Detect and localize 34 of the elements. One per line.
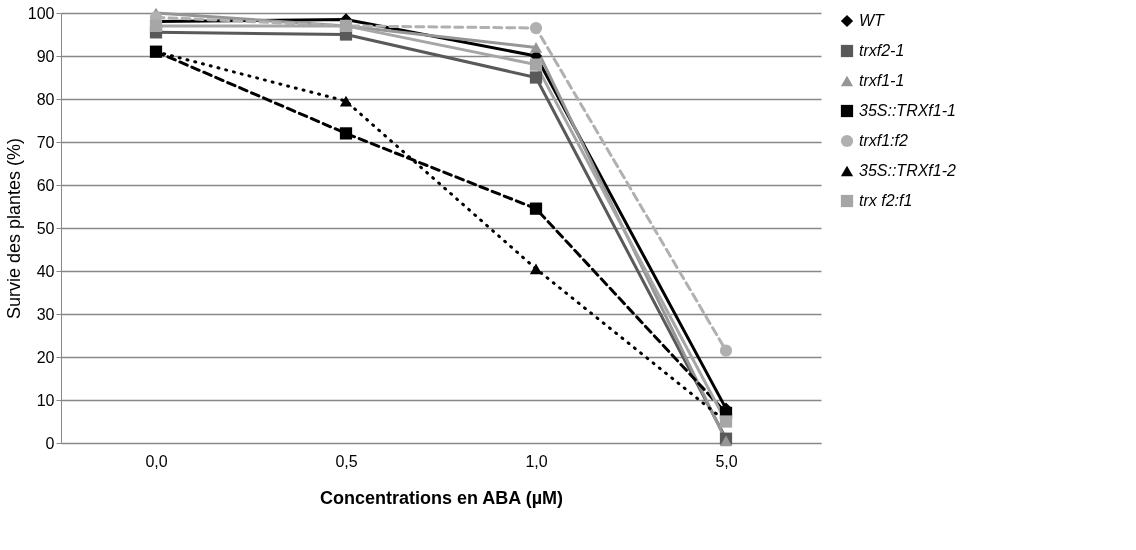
y-tick-label: 30 bbox=[36, 305, 55, 323]
x-tick-label: 0,5 bbox=[335, 452, 358, 470]
point bbox=[529, 71, 543, 84]
y-tick-label: 100 bbox=[27, 4, 55, 22]
point bbox=[339, 95, 353, 107]
y-tick-label: 40 bbox=[36, 262, 55, 280]
point bbox=[529, 21, 543, 35]
legend-label: 35S::TRXf1-1 bbox=[859, 102, 956, 119]
y-tick-label: 90 bbox=[36, 47, 55, 65]
x-tick-label: 1,0 bbox=[525, 452, 548, 470]
y-tick-label: 70 bbox=[36, 133, 55, 151]
point bbox=[529, 263, 543, 275]
point bbox=[529, 58, 543, 71]
point bbox=[719, 344, 733, 357]
y-tick-label: 80 bbox=[36, 90, 55, 108]
y-axis-title: Survie des plantes (%) bbox=[3, 137, 24, 320]
y-tick-label: 60 bbox=[36, 176, 55, 194]
x-axis-title: Concentrations en ABA (µM) bbox=[319, 487, 564, 508]
legend-label: 35S::TRXf1-2 bbox=[859, 162, 957, 179]
point bbox=[529, 42, 543, 53]
y-tick-label: 20 bbox=[36, 348, 55, 366]
legend-label: trxf1-1 bbox=[859, 72, 905, 89]
legend-label: trxf2-1 bbox=[859, 42, 905, 59]
x-tick-label: 5,0 bbox=[715, 452, 738, 470]
point bbox=[149, 19, 163, 33]
point bbox=[339, 127, 353, 140]
y-tick-label: 0 bbox=[45, 434, 55, 452]
y-tick-label: 50 bbox=[36, 219, 55, 237]
legend-label: trxf1:f2 bbox=[859, 132, 909, 149]
legend-label: trx f2:f1 bbox=[859, 192, 913, 209]
legend-label: WT bbox=[859, 12, 886, 29]
point bbox=[529, 202, 543, 215]
x-tick-label: 0,0 bbox=[145, 452, 168, 470]
y-tick-label: 10 bbox=[36, 391, 55, 409]
